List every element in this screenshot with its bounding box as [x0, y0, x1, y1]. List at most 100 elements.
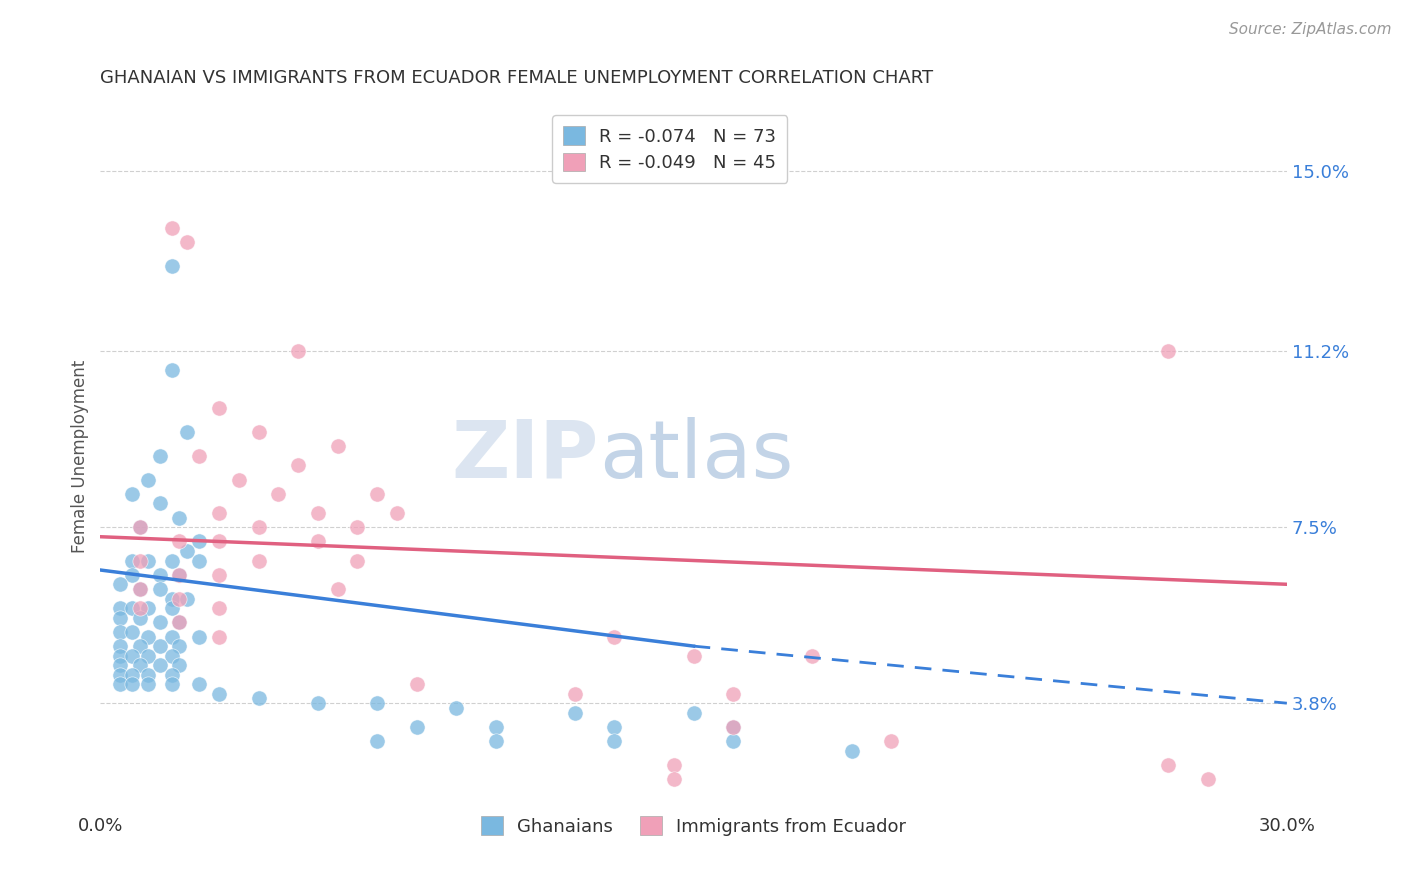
Point	[121, 601, 143, 615]
Point	[267, 487, 290, 501]
Point	[662, 758, 685, 772]
Point	[121, 677, 143, 691]
Point	[346, 520, 368, 534]
Point	[208, 630, 231, 644]
Point	[169, 567, 191, 582]
Point	[136, 648, 159, 663]
Point	[603, 734, 626, 748]
Point	[160, 630, 183, 644]
Point	[160, 601, 183, 615]
Point	[149, 496, 172, 510]
Point	[169, 615, 191, 630]
Point	[208, 401, 231, 416]
Point	[208, 534, 231, 549]
Point	[149, 639, 172, 653]
Point	[108, 624, 131, 639]
Point	[1157, 344, 1180, 359]
Point	[446, 701, 468, 715]
Point	[169, 567, 191, 582]
Point	[169, 639, 191, 653]
Point	[346, 553, 368, 567]
Point	[160, 648, 183, 663]
Point	[129, 658, 152, 673]
Point	[149, 582, 172, 596]
Point	[108, 677, 131, 691]
Point	[485, 720, 508, 734]
Point	[160, 363, 183, 377]
Point	[169, 658, 191, 673]
Point	[136, 667, 159, 681]
Point	[188, 677, 211, 691]
Point	[121, 667, 143, 681]
Point	[149, 449, 172, 463]
Point	[129, 553, 152, 567]
Point	[160, 667, 183, 681]
Point	[176, 544, 198, 558]
Point	[136, 473, 159, 487]
Point	[160, 259, 183, 273]
Point	[366, 734, 388, 748]
Point	[247, 425, 270, 439]
Point	[129, 582, 152, 596]
Point	[160, 553, 183, 567]
Point	[129, 601, 152, 615]
Point	[682, 706, 704, 720]
Point	[129, 582, 152, 596]
Point	[228, 473, 250, 487]
Point	[108, 577, 131, 591]
Point	[366, 487, 388, 501]
Point	[188, 534, 211, 549]
Text: atlas: atlas	[599, 417, 793, 495]
Text: Source: ZipAtlas.com: Source: ZipAtlas.com	[1229, 22, 1392, 37]
Point	[247, 691, 270, 706]
Point	[149, 567, 172, 582]
Point	[121, 487, 143, 501]
Point	[1197, 772, 1219, 787]
Point	[326, 439, 349, 453]
Legend: Ghanaians, Immigrants from Ecuador: Ghanaians, Immigrants from Ecuador	[474, 809, 914, 843]
Point	[121, 624, 143, 639]
Point	[169, 510, 191, 524]
Point	[247, 520, 270, 534]
Point	[129, 520, 152, 534]
Point	[287, 344, 309, 359]
Point	[682, 648, 704, 663]
Point	[169, 534, 191, 549]
Point	[169, 591, 191, 606]
Point	[485, 734, 508, 748]
Point	[129, 639, 152, 653]
Point	[603, 630, 626, 644]
Point	[564, 687, 586, 701]
Point	[208, 506, 231, 520]
Point	[721, 720, 744, 734]
Point	[405, 720, 427, 734]
Text: ZIP: ZIP	[451, 417, 599, 495]
Point	[801, 648, 824, 663]
Point	[307, 534, 329, 549]
Point	[366, 696, 388, 710]
Point	[385, 506, 408, 520]
Point	[188, 553, 211, 567]
Point	[176, 591, 198, 606]
Point	[721, 687, 744, 701]
Point	[129, 610, 152, 624]
Point	[841, 744, 863, 758]
Point	[662, 772, 685, 787]
Point	[136, 553, 159, 567]
Point	[176, 425, 198, 439]
Point	[603, 720, 626, 734]
Point	[176, 235, 198, 249]
Point	[121, 567, 143, 582]
Point	[129, 520, 152, 534]
Point	[108, 601, 131, 615]
Point	[1157, 758, 1180, 772]
Y-axis label: Female Unemployment: Female Unemployment	[72, 359, 89, 552]
Point	[136, 677, 159, 691]
Point	[721, 734, 744, 748]
Point	[108, 610, 131, 624]
Point	[108, 667, 131, 681]
Point	[326, 582, 349, 596]
Point	[121, 553, 143, 567]
Text: GHANAIAN VS IMMIGRANTS FROM ECUADOR FEMALE UNEMPLOYMENT CORRELATION CHART: GHANAIAN VS IMMIGRANTS FROM ECUADOR FEMA…	[100, 69, 934, 87]
Point	[721, 720, 744, 734]
